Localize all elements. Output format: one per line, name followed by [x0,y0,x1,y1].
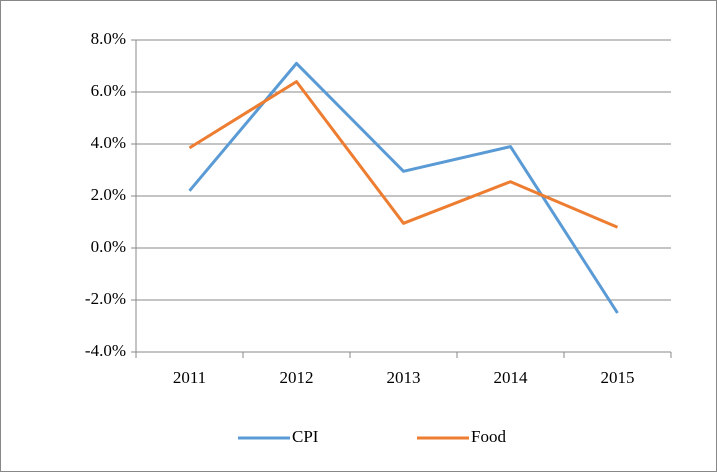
series-line [188,61,619,314]
x-tick-label: 2015 [601,368,635,387]
y-tick-label: -4.0% [85,341,126,360]
y-tick-label: -2.0% [85,289,126,308]
x-tick-label: 2013 [387,368,421,387]
x-tick-label: 2012 [280,368,314,387]
legend-label: CPI [292,427,319,446]
x-tick-label: 2014 [494,368,529,387]
y-tick-label: 2.0% [91,185,126,204]
series-line [188,80,619,229]
y-tick-label: 4.0% [91,133,126,152]
x-tick-label: 2011 [173,368,206,387]
y-tick-label: 6.0% [91,81,126,100]
y-tick-label: 8.0% [91,29,126,48]
y-tick-label: 0.0% [91,237,126,256]
legend-label: Food [471,427,506,446]
